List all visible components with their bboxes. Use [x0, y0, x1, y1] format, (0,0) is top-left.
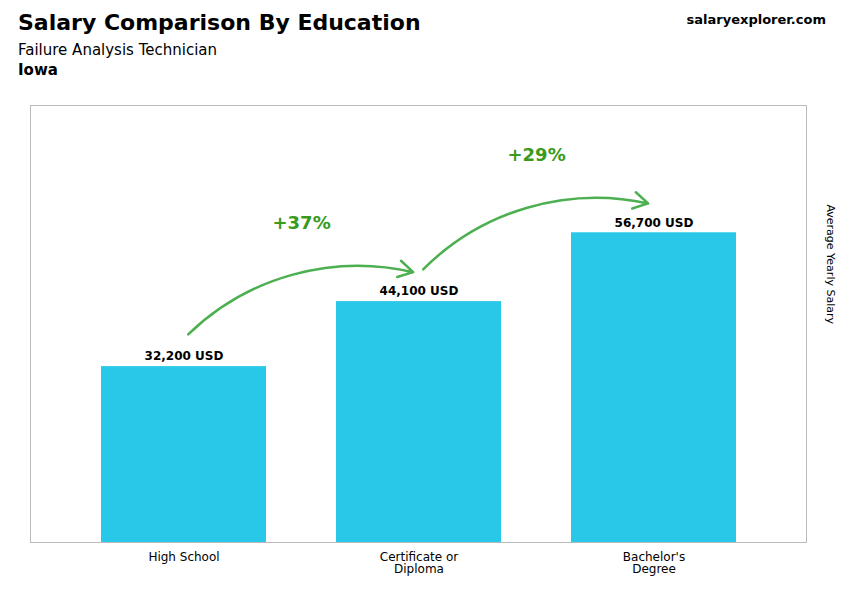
svg-text:Certificate orDiploma: Certificate orDiploma: [380, 550, 458, 576]
svg-text:Average Yearly Salary: Average Yearly Salary: [824, 204, 837, 324]
svg-text:56,700 USD: 56,700 USD: [615, 216, 694, 230]
html-text:Salary Comparison By Education: Salary Comparison By Education: [18, 10, 421, 35]
svg-text:Bachelor'sDegree: Bachelor'sDegree: [623, 550, 685, 576]
svg-text:+37%: +37%: [272, 212, 330, 233]
html-text:salaryexplorer.com: salaryexplorer.com: [686, 12, 826, 27]
svg-text:+29%: +29%: [507, 144, 565, 165]
svg-text:High School: High School: [148, 550, 219, 564]
svg-text:44,100 USD: 44,100 USD: [380, 284, 459, 298]
svg-text:32,200 USD: 32,200 USD: [145, 349, 224, 363]
html-text:Iowa: Iowa: [18, 61, 58, 79]
html-text:Failure Analysis Technician: Failure Analysis Technician: [18, 41, 218, 59]
